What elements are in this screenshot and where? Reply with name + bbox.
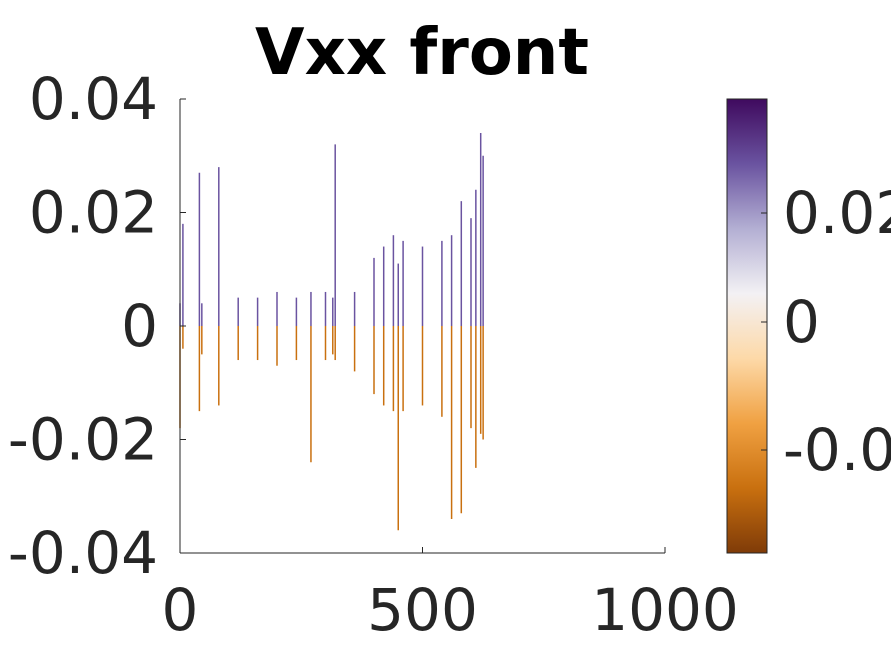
- y-tick-label: 0: [121, 292, 158, 360]
- y-tick-label: -0.02: [8, 406, 158, 474]
- colorbar-bar: [727, 99, 767, 553]
- colorbar-tick-label: -0.0: [783, 416, 891, 484]
- x-tick-label: 0: [162, 576, 199, 644]
- y-ticks: 0.04 0.02 0 -0.02 -0.04: [8, 65, 186, 587]
- colorbar-ticks: 0.02 0 -0.0: [761, 179, 891, 484]
- y-tick-label: 0.02: [29, 179, 158, 247]
- colorbar: 0.02 0 -0.0: [727, 99, 891, 553]
- colorbar-tick-label: 0: [783, 288, 820, 356]
- x-tick-label: 500: [367, 576, 478, 644]
- x-tick-label: 1000: [591, 576, 739, 644]
- signal-layer: [180, 133, 483, 530]
- y-tick-label: 0.04: [29, 65, 158, 133]
- x-ticks: 0 500 1000: [162, 547, 739, 644]
- colorbar-tick-label: 0.02: [783, 179, 891, 247]
- chart-title: Vxx front: [255, 16, 589, 90]
- y-tick-label: -0.04: [8, 519, 158, 587]
